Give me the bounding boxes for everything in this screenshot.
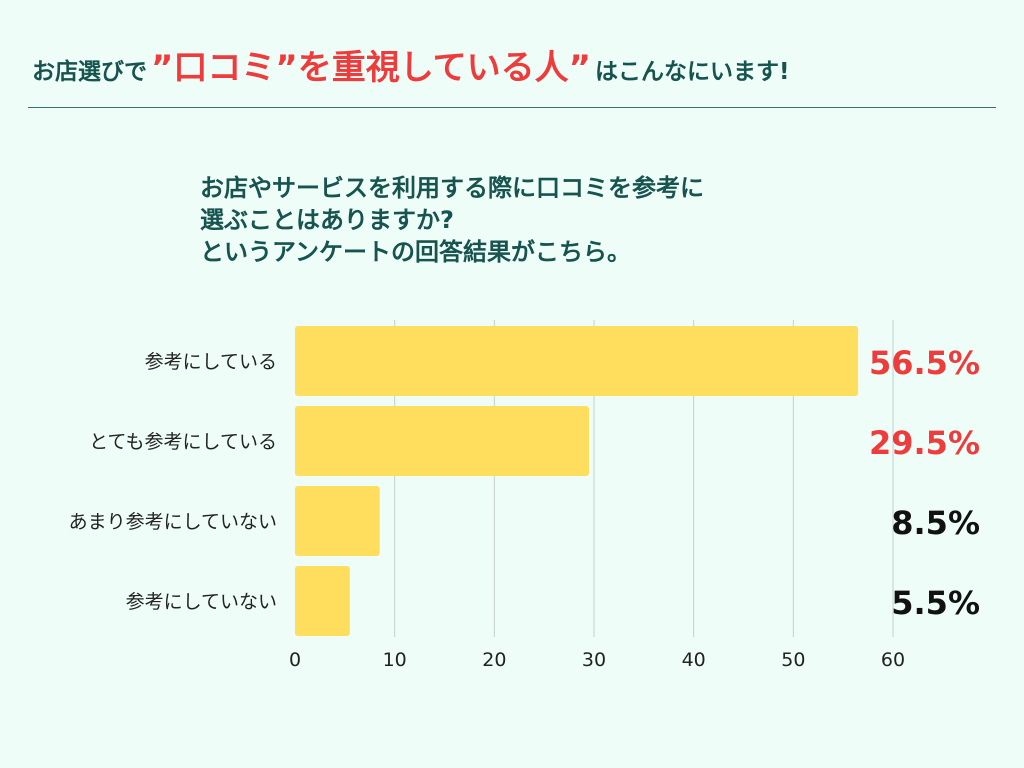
x-tick-label: 60 [881, 649, 905, 671]
data-label: 56.5% [869, 344, 980, 382]
x-tick-label: 40 [682, 649, 706, 671]
data-label: 5.5% [891, 584, 980, 622]
header-divider [28, 107, 996, 108]
bar [295, 566, 350, 636]
x-tick-label: 50 [781, 649, 805, 671]
bar [295, 486, 380, 556]
bar [295, 326, 859, 396]
headline-emphasis: ”口コミ”を重視している人” [151, 48, 592, 88]
question-line-1: お店やサービスを利用する際に口コミを参考に [200, 174, 704, 202]
category-label: あまり参考にしていない [69, 511, 277, 533]
data-label: 29.5% [869, 424, 980, 462]
category-label: 参考にしている [145, 351, 277, 373]
x-tick-label: 0 [289, 649, 301, 671]
bar [295, 406, 590, 476]
question-line-3: というアンケートの回答結果がこちら。 [200, 238, 632, 266]
survey-question: お店やサービスを利用する際に口コミを参考に 選ぶことはありますか? というアンケ… [200, 172, 704, 268]
data-label: 8.5% [891, 504, 980, 542]
headline-suffix: はこんなにいます! [595, 59, 790, 85]
x-tick-label: 10 [383, 649, 407, 671]
x-tick-label: 20 [482, 649, 506, 671]
headline-prefix: お店選びで [32, 59, 147, 85]
headline: お店選びで ”口コミ”を重視している人” はこんなにいます! [32, 40, 790, 100]
x-tick-label: 30 [582, 649, 606, 671]
question-line-2: 選ぶことはありますか? [200, 206, 454, 234]
category-label: 参考にしていない [126, 591, 277, 613]
category-label: とても参考にしている [89, 431, 277, 453]
